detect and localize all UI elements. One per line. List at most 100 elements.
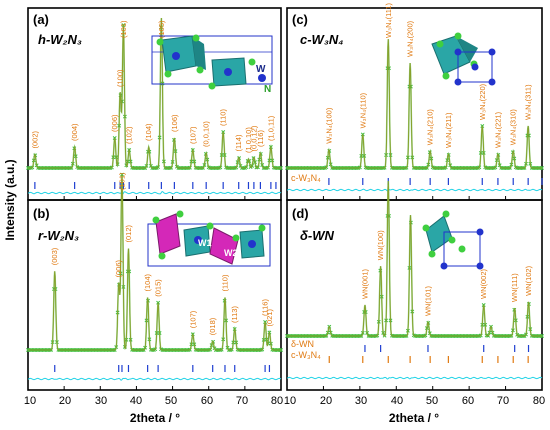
panel-a-peak-label: (105): [157, 20, 166, 38]
panel-b-difference-series: [27, 377, 282, 381]
panel-a-peak-label: (110): [219, 109, 228, 126]
x-tick-labels-left: 10 20 30 40 50 60 70 80: [24, 395, 283, 407]
panel-d-peak-label: WN(002): [479, 268, 488, 299]
panel-c-peak-label: W₃N₄(200): [406, 20, 415, 57]
panel-a-observed-line: [28, 17, 281, 169]
panel-a-peak-label: (107): [188, 126, 197, 144]
axis-ticks: [27, 196, 543, 390]
x-tick-label: 70: [497, 395, 509, 407]
panel-a-label: (a): [33, 12, 49, 27]
x-tick-label: 10: [24, 395, 36, 407]
panel-c-difference-series: [286, 188, 543, 192]
panel-a-peak-label: (0,0,10): [202, 121, 211, 147]
panel-d-peak-label: WN(101): [423, 286, 432, 317]
panel-c-peak-label: W₃N₄(220): [478, 83, 487, 120]
panel-b-peak-label: (104): [143, 273, 152, 291]
panel-b-peak-label: (116): [261, 299, 270, 316]
panel-a-difference-series: [27, 191, 282, 195]
panel-a-peak-label: (004): [70, 123, 79, 141]
panel-c-label: (c): [292, 12, 308, 27]
panel-c-observed-line: [287, 39, 542, 169]
panel-a-peak-label: (102): [125, 126, 134, 144]
panel-d-observed-line: [287, 180, 542, 337]
panel-c-tick-label: c-W₃N₄: [291, 173, 321, 183]
panel-d-calculated-series: [287, 180, 542, 337]
panel-d-peak-label: WN(111): [510, 273, 519, 302]
panel-a-peak-label: (101): [119, 20, 128, 38]
panel-c-peak-label: W₃N₄(221): [493, 111, 502, 148]
panel-b-peak-label: (012): [124, 224, 133, 242]
panel-d-tick-label-primary: δ-WN: [291, 339, 314, 349]
panel-a-peak-label: (0,0,12): [249, 125, 258, 151]
x-tick-label: 20: [59, 395, 71, 407]
x-tick-label: 50: [165, 395, 177, 407]
panel-b-label: (b): [33, 206, 50, 221]
panel-d-tick-label-secondary: c-W₃N₄: [291, 350, 321, 360]
structure-inset-b: [147, 210, 271, 267]
panel-c-peak-label: W₃N₄(211): [444, 112, 453, 148]
panel-d-peak-label: WN(001): [360, 268, 369, 299]
panel-c-peak-label: W₃N₄(100): [324, 107, 333, 144]
x-axis-label-left: 2theta / °: [130, 411, 180, 425]
panel-a-peak-label: (106): [170, 114, 179, 132]
label-n-atom: N: [264, 84, 271, 95]
label-w1-site: W1: [198, 238, 212, 248]
panel-b-peak-label: (006): [114, 259, 123, 277]
panel-c-peak-label: W₃N₄(311): [524, 84, 533, 120]
x-tick-label: 70: [236, 395, 248, 407]
panel-a-peak-label: (114): [234, 134, 243, 151]
y-axis-label: Intensity (a.u.): [3, 159, 17, 240]
panel-b-frame: [27, 199, 282, 391]
panel-c-peak-label: W₃N₄(110): [358, 92, 367, 128]
panel-b-observed-line: [28, 174, 281, 351]
panel-d-peak-label: WN(100): [376, 230, 385, 261]
x-tick-label: 10: [284, 395, 296, 407]
panel-a-peak-label: (002): [30, 130, 39, 148]
panel-b-peak-label: (101): [117, 172, 126, 190]
panel-b-peak-label: (018): [208, 317, 217, 335]
x-tick-label: 20: [320, 395, 332, 407]
x-tick-labels-right: 10 20 30 40 50 60 70 80: [284, 395, 545, 407]
panel-c-peak-label: W₃N₄(210): [426, 109, 435, 146]
panel-a-peak-label: (100): [116, 69, 125, 87]
x-tick-label: 80: [271, 395, 283, 407]
panel-a-peak-label: (1,0,10): [244, 127, 253, 153]
panel-d-phase: δ-WN: [300, 228, 335, 243]
x-tick-label: 30: [95, 395, 107, 407]
panel-b-peak-label: (107): [188, 310, 197, 328]
structure-inset-c: [431, 32, 496, 86]
panel-b-phase: r-W₂N₃: [38, 228, 79, 243]
x-tick-label: 60: [462, 395, 474, 407]
panel-c-calculated-series: [287, 39, 542, 169]
x-tick-label: 50: [426, 395, 438, 407]
panel-c-peak-label: W₃N₄(111): [384, 2, 393, 38]
panel-a-peak-label: (116): [256, 130, 265, 147]
panel-d-difference-series: [286, 376, 543, 380]
plot-layer: (002) (004) (006) (100) (101) (102) (104) (105)…: [26, 2, 544, 381]
panel-a-phase: h-W₂N₃: [38, 32, 82, 47]
x-tick-label: 80: [533, 395, 545, 407]
panel-b-peak-label: (003): [50, 247, 59, 265]
label-w2-site: W2: [224, 248, 238, 258]
panel-b-peak-label: (113): [230, 306, 239, 323]
x-tick-label: 60: [201, 395, 213, 407]
structure-inset-a: [151, 34, 273, 90]
panel-b-peak-label: (015): [154, 279, 163, 297]
panel-c-phase: c-W₃N₄: [300, 32, 343, 47]
panel-d-peak-label: WN(102): [524, 265, 533, 296]
panel-d-label: (d): [292, 206, 309, 221]
panel-a-peak-label: (104): [144, 123, 153, 141]
panel-b-peak-label: (110): [220, 274, 229, 291]
x-tick-label: 40: [391, 395, 403, 407]
label-w-atom: W: [256, 64, 266, 75]
panel-b-peak-label: (021): [265, 308, 274, 326]
panel-b-calculated-series: [28, 174, 281, 351]
structure-inset-d: [422, 210, 484, 270]
x-axis-label-right: 2theta / °: [389, 411, 439, 425]
panel-a-peak-label: (006): [110, 114, 119, 132]
x-tick-label: 40: [130, 395, 142, 407]
panel-c-peak-label: W₃N₄(310): [509, 109, 518, 146]
panel-d-frame: [286, 199, 543, 391]
panel-a-peak-label: (1,0,11): [266, 115, 275, 141]
